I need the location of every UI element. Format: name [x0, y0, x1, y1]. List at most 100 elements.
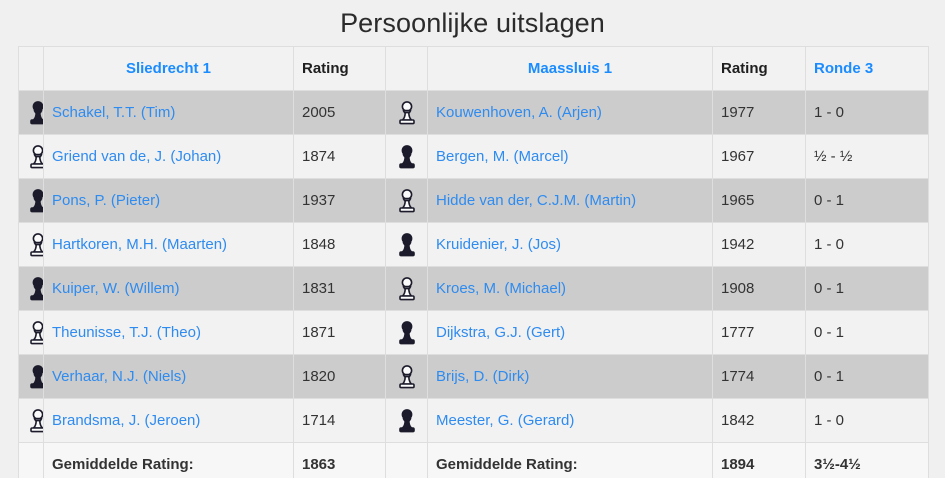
away-player-cell: Dijkstra, G.J. (Gert)	[427, 310, 713, 355]
home-player-cell: Hartkoren, M.H. (Maarten)	[43, 222, 294, 267]
black-pawn-icon	[396, 144, 418, 170]
table-row: Griend van de, J. (Johan) 1874 Bergen, M. …	[18, 134, 929, 179]
result-cell: 0 - 1	[805, 310, 929, 355]
result-cell: 0 - 1	[805, 354, 929, 399]
black-pawn-icon-cell	[385, 134, 428, 179]
white-pawn-icon-cell	[385, 90, 428, 135]
home-player-link[interactable]: Kuiper, W. (Willem)	[52, 280, 180, 297]
home-player-cell: Verhaar, N.J. (Niels)	[43, 354, 294, 399]
result-cell: ½ - ½	[805, 134, 929, 179]
away-player-link[interactable]: Meester, G. (Gerard)	[436, 412, 575, 429]
table-row: Schakel, T.T. (Tim) 2005 Kouwenhoven, A. (…	[18, 90, 929, 135]
away-rating-cell: 1977	[712, 90, 806, 135]
white-pawn-icon	[27, 408, 43, 434]
table-header: Sliedrecht 1 Rating Maassluis 1 Rating R…	[18, 46, 929, 91]
white-pawn-icon	[396, 188, 418, 214]
white-pawn-icon	[27, 320, 43, 346]
white-pawn-icon-cell	[18, 310, 44, 355]
away-player-link[interactable]: Kroes, M. (Michael)	[436, 280, 567, 297]
table-row: Kuiper, W. (Willem) 1831 Kroes, M. (Michae…	[18, 266, 929, 311]
black-pawn-icon	[396, 232, 418, 258]
away-rating-cell: 1967	[712, 134, 806, 179]
home-player-link[interactable]: Brandsma, J. (Jeroen)	[52, 412, 201, 429]
away-rating-cell: 1842	[712, 398, 806, 443]
black-pawn-icon-cell	[18, 266, 44, 311]
away-rating-cell: 1942	[712, 222, 806, 267]
away-player-link[interactable]: Kruidenier, J. (Jos)	[436, 236, 562, 253]
page-title: Persoonlijke uitslagen	[340, 8, 605, 38]
result-cell: 0 - 1	[805, 178, 929, 223]
white-pawn-icon-cell	[18, 134, 44, 179]
result-cell: 1 - 0	[805, 398, 929, 443]
home-player-link[interactable]: Verhaar, N.J. (Niels)	[52, 368, 187, 385]
white-pawn-icon-cell	[385, 266, 428, 311]
away-rating-cell: 1908	[712, 266, 806, 311]
result-cell: 1 - 0	[805, 222, 929, 267]
footer-total-score: 3½-4½	[805, 442, 929, 478]
home-player-link[interactable]: Theunisse, T.J. (Theo)	[52, 324, 201, 341]
results-table-container: Sliedrecht 1 Rating Maassluis 1 Rating R…	[18, 46, 929, 478]
black-pawn-icon-cell	[385, 310, 428, 355]
home-player-cell: Kuiper, W. (Willem)	[43, 266, 294, 311]
footer-label-away: Gemiddelde Rating:	[427, 442, 713, 478]
home-player-link[interactable]: Griend van de, J. (Johan)	[52, 148, 222, 165]
black-pawn-icon	[27, 276, 43, 302]
footer-icon-away-cell	[385, 442, 428, 478]
white-pawn-icon	[396, 364, 418, 390]
black-pawn-icon	[396, 408, 418, 434]
home-rating-cell: 2005	[293, 90, 386, 135]
black-pawn-icon-cell	[385, 398, 428, 443]
white-pawn-icon-cell	[18, 222, 44, 267]
away-player-cell: Kruidenier, J. (Jos)	[427, 222, 713, 267]
away-rating-cell: 1777	[712, 310, 806, 355]
home-rating-cell: 1831	[293, 266, 386, 311]
result-cell: 1 - 0	[805, 90, 929, 135]
black-pawn-icon	[27, 100, 43, 126]
home-player-link[interactable]: Hartkoren, M.H. (Maarten)	[52, 236, 228, 253]
white-pawn-icon	[396, 100, 418, 126]
white-pawn-icon	[27, 232, 43, 258]
home-rating-cell: 1848	[293, 222, 386, 267]
home-rating-cell: 1820	[293, 354, 386, 399]
header-icon-home	[18, 46, 44, 91]
home-player-cell: Griend van de, J. (Johan)	[43, 134, 294, 179]
footer-label-home: Gemiddelde Rating:	[43, 442, 294, 478]
home-rating-cell: 1871	[293, 310, 386, 355]
header-team-away[interactable]: Maassluis 1	[427, 46, 713, 91]
footer-average-away: 1894	[712, 442, 806, 478]
away-player-cell: Kouwenhoven, A. (Arjen)	[427, 90, 713, 135]
header-rating-away: Rating	[712, 46, 806, 91]
home-player-cell: Schakel, T.T. (Tim)	[43, 90, 294, 135]
table-footer: Gemiddelde Rating: 1863 Gemiddelde Ratin…	[18, 442, 929, 478]
black-pawn-icon-cell	[18, 354, 44, 399]
white-pawn-icon-cell	[385, 178, 428, 223]
table-row: Pons, P. (Pieter) 1937 Hidde van der, C.J.…	[18, 178, 929, 223]
away-player-link[interactable]: Brijs, D. (Dirk)	[436, 368, 530, 385]
table-row: Hartkoren, M.H. (Maarten) 1848 Kruidenier,…	[18, 222, 929, 267]
away-rating-cell: 1965	[712, 178, 806, 223]
away-rating-cell: 1774	[712, 354, 806, 399]
result-cell: 0 - 1	[805, 266, 929, 311]
table-row: Verhaar, N.J. (Niels) 1820 Brijs, D. (Dirk…	[18, 354, 929, 399]
header-icon-away	[385, 46, 428, 91]
away-player-link[interactable]: Kouwenhoven, A. (Arjen)	[436, 104, 602, 121]
white-pawn-icon	[27, 144, 43, 170]
home-player-link[interactable]: Schakel, T.T. (Tim)	[52, 104, 176, 121]
home-player-cell: Theunisse, T.J. (Theo)	[43, 310, 294, 355]
white-pawn-icon-cell	[18, 398, 44, 443]
away-player-cell: Brijs, D. (Dirk)	[427, 354, 713, 399]
header-rating-home: Rating	[293, 46, 386, 91]
away-player-link[interactable]: Hidde van der, C.J.M. (Martin)	[436, 192, 637, 209]
away-player-link[interactable]: Bergen, M. (Marcel)	[436, 148, 569, 165]
header-round[interactable]: Ronde 3	[805, 46, 929, 91]
away-player-cell: Bergen, M. (Marcel)	[427, 134, 713, 179]
white-pawn-icon-cell	[385, 354, 428, 399]
black-pawn-icon-cell	[18, 178, 44, 223]
header-team-home[interactable]: Sliedrecht 1	[43, 46, 294, 91]
black-pawn-icon	[396, 320, 418, 346]
black-pawn-icon	[27, 188, 43, 214]
away-player-link[interactable]: Dijkstra, G.J. (Gert)	[436, 324, 566, 341]
home-player-link[interactable]: Pons, P. (Pieter)	[52, 192, 161, 209]
footer-row: Gemiddelde Rating: 1863 Gemiddelde Ratin…	[18, 442, 929, 478]
